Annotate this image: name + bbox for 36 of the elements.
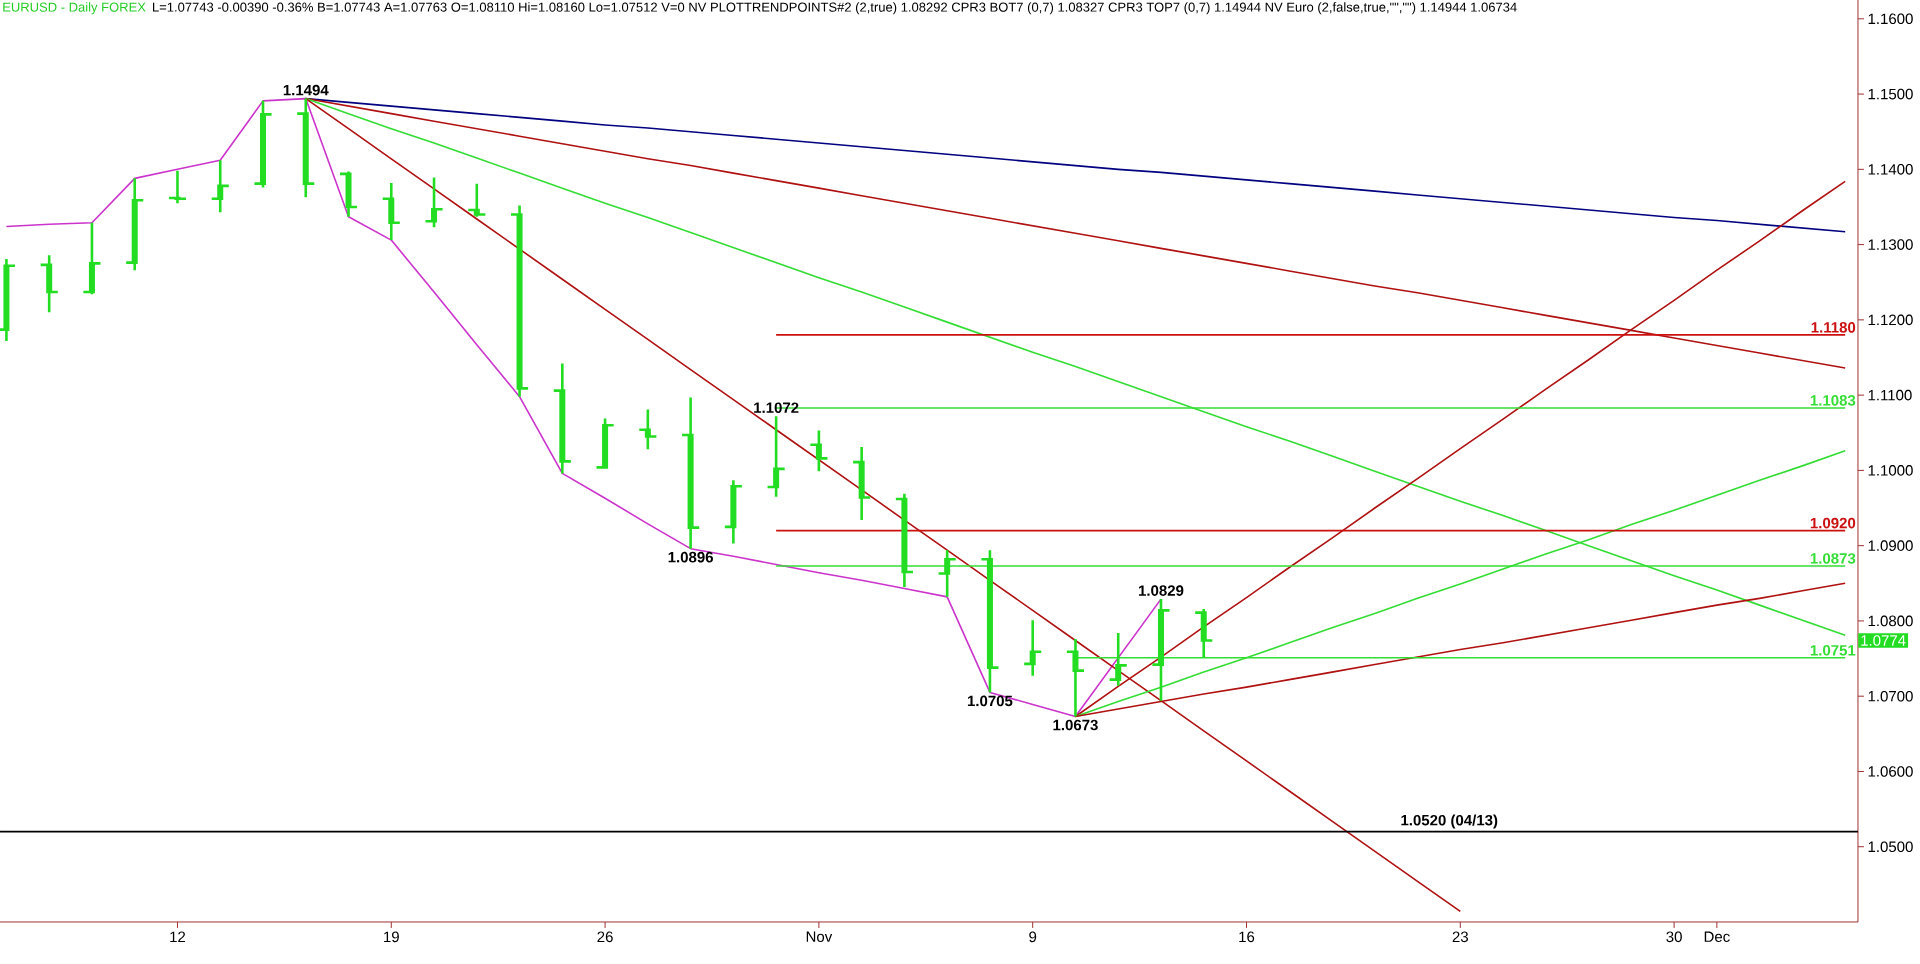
series-label: 1.1180 bbox=[1811, 322, 1856, 333]
x-tick-label: 12 bbox=[170, 931, 186, 942]
annotation: 1.1072 bbox=[754, 402, 799, 413]
x-tick-label: 9 bbox=[1029, 931, 1037, 943]
y-tick-label: 1.1600 bbox=[1868, 13, 1913, 25]
x-tick-label: 23 bbox=[1452, 931, 1468, 943]
y-tick-label: 1.1100 bbox=[1868, 389, 1912, 401]
x-tick-label: Nov bbox=[806, 931, 833, 942]
annotation: 1.1494 bbox=[283, 84, 329, 96]
y-tick-label: 1.1200 bbox=[1868, 314, 1913, 326]
annotation: 1.0896 bbox=[668, 551, 713, 563]
chart-subtitle: L=1.07743 -0.00390 -0.36% B=1.07743 A=1.07763 O=1.08110 Hi=1.08160 Lo=1.07512 V=0 NV PLOTTRENDPOINTS#2 (2,true) 1.08292 CPR3 BOT7 (0,7) 1.08327 CPR3 TOP7 (0,7) 1.14944 NV Euro (2,false,true,"","") 1.14944 1.06734 bbox=[153, 2, 1517, 15]
x-tick-label: 30 bbox=[1666, 931, 1682, 943]
annotation: 1.0829 bbox=[1138, 585, 1184, 596]
y-tick-label: 1.0600 bbox=[1868, 766, 1913, 777]
series-label: 1.0920 bbox=[1810, 517, 1856, 529]
x-tick-label: Dec bbox=[1704, 931, 1730, 942]
y-tick-label: 1.0500 bbox=[1868, 841, 1913, 853]
text: 1.0774 bbox=[1861, 635, 1906, 646]
annotation: 1.0705 bbox=[967, 695, 1013, 707]
y-tick-label: 1.0800 bbox=[1868, 615, 1913, 627]
y-tick-label: 1.0700 bbox=[1868, 690, 1913, 702]
x-tick-label: 16 bbox=[1239, 931, 1255, 943]
y-tick-label: 1.0900 bbox=[1868, 540, 1913, 551]
y-tick-label: 1.1300 bbox=[1868, 239, 1913, 250]
y-tick-label: 1.1400 bbox=[1868, 164, 1913, 175]
y-tick-label: 1.1000 bbox=[1868, 465, 1913, 476]
series-label: 1.0873 bbox=[1810, 553, 1856, 564]
x-tick-label: 19 bbox=[384, 931, 399, 943]
y-tick-label: 1.1500 bbox=[1868, 88, 1913, 100]
ref-line-label: 1.0520 (04/13) bbox=[1401, 814, 1498, 829]
x-tick-label: 26 bbox=[597, 931, 613, 943]
annotation: 1.0673 bbox=[1053, 719, 1098, 731]
series-label: 1.0751 bbox=[1810, 644, 1856, 656]
series-label: 1.1083 bbox=[1810, 395, 1856, 406]
chart-title: EURUSD - Daily FOREX bbox=[3, 2, 146, 15]
